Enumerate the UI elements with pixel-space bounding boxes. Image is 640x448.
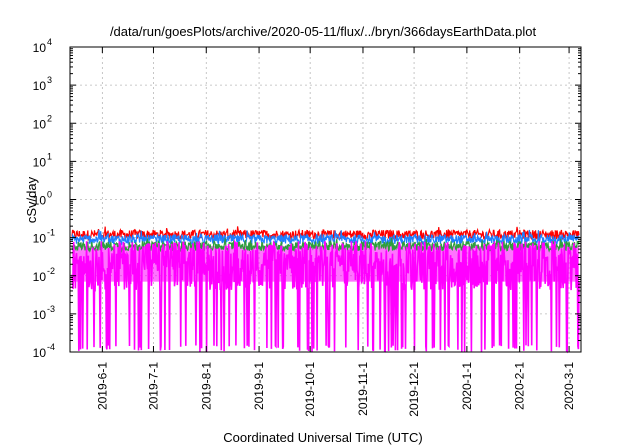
y-tick-label: 10-2 [33,266,55,284]
x-tick-label: 2020-3-1 [562,362,576,410]
x-tick-label: 2019-10-1 [303,362,317,417]
y-tick-label: 10-3 [33,304,55,322]
y-tick-label: 10-4 [33,342,55,360]
y-tick-label: 104 [33,37,52,55]
y-tick-label: 10-1 [33,228,55,246]
y-tick-label: 102 [33,113,52,131]
y-tick-label: 103 [33,75,52,93]
y-axis-label: cSv/day [24,176,39,223]
series-line [71,239,580,354]
series-layer [71,226,580,354]
x-tick-label: 2019-11-1 [356,362,370,416]
x-tick-label: 2019-9-1 [252,362,266,410]
y-tick-label: 101 [33,151,52,169]
x-tick-label: 2019-7-1 [146,362,160,410]
x-tick-label: 2020-1-1 [460,362,474,410]
x-tick-label: 2019-8-1 [199,362,213,410]
x-axis-label: Coordinated Universal Time (UTC) [223,430,422,445]
x-axis: 2019-6-1 2019-7-1 2019-8-1 2019-9-1 2019-10-… [95,47,576,417]
x-tick-label: 2020-2-1 [513,362,527,410]
chart-title: /data/run/goesPlots/archive/2020-05-11/f… [110,24,537,39]
series-line [71,226,580,242]
x-tick-label: 2019-12-1 [407,362,421,417]
x-tick-label: 2019-6-1 [95,362,109,410]
